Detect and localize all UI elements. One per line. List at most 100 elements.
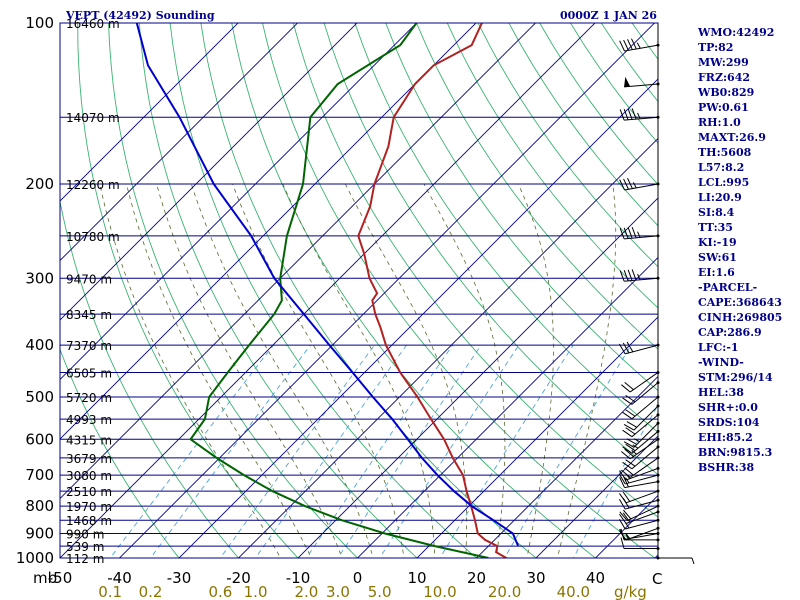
index-panel: WMO:42492 TP:82 MW:299 FRZ:642 WB0:829 PW:0.6…	[697, 26, 782, 474]
wind-barb-shaft	[629, 457, 659, 478]
wind-barb-full	[621, 469, 631, 478]
height-label: 12260 m	[66, 178, 120, 192]
temperature-tick-label: 20	[467, 569, 486, 587]
wind-barb-full	[619, 477, 625, 488]
height-label: 1970 m	[66, 500, 112, 514]
wind-barb-point	[656, 43, 660, 47]
wind-barb-full	[622, 512, 631, 523]
mixing-ratio-label: 20.0	[488, 583, 521, 600]
wind-barb-half	[691, 557, 695, 565]
wind-barb-shaft	[625, 499, 659, 510]
moist-adiabat	[518, 183, 554, 558]
moist-adiabat	[191, 183, 374, 558]
pressure-tick-label: 200	[25, 175, 54, 193]
isotherm	[356, 256, 658, 558]
temperature-tick-label: -10	[286, 569, 311, 587]
wind-barb-full	[627, 227, 633, 239]
mixing-ratio-line	[219, 344, 375, 558]
mixing-ratio-label: 40.0	[557, 583, 590, 600]
index-entry: CINH:269805	[698, 311, 782, 324]
index-entry: TP:82	[698, 41, 733, 54]
index-entry: MAXT:26.9	[698, 131, 766, 144]
wind-barb	[622, 381, 660, 405]
dry-adiabat	[169, 23, 478, 558]
wind-barb-full	[627, 39, 633, 50]
index-entry: CAP:286.9	[698, 326, 762, 339]
wind-barb-shaft	[626, 505, 659, 521]
moist-adiabat	[556, 184, 617, 558]
wind-barb-full	[619, 513, 627, 524]
wind-barb-point	[656, 504, 660, 508]
wind-barb	[623, 421, 660, 448]
wind-barb-point	[656, 456, 660, 460]
wind-barb-point	[656, 234, 660, 238]
wind-barb-full	[622, 411, 633, 420]
wind-barb-shaft	[624, 235, 659, 240]
wind-barb-point	[656, 532, 660, 536]
wind-barb	[619, 178, 660, 191]
mixing-ratio-line	[305, 344, 454, 558]
dry-adiabat	[323, 23, 658, 475]
wind-barb-full	[631, 269, 637, 281]
mixing-ratio-line	[379, 344, 520, 558]
index-entry: WMO:42492	[697, 26, 774, 39]
wind-barb-shaft	[631, 414, 659, 438]
wind-barb	[619, 510, 660, 524]
mixing-ratio-label: 0.2	[139, 583, 163, 600]
wind-barb	[618, 341, 660, 355]
wind-barb-shaft	[625, 490, 659, 504]
wind-barb-full	[625, 443, 636, 452]
temperature-tick-label: 30	[526, 569, 545, 587]
wind-barb-shaft	[624, 277, 659, 282]
index-entry: BSHR:38	[698, 461, 754, 474]
wind-barb-half	[631, 450, 637, 455]
wind-barb-shaft	[625, 519, 659, 530]
wind-barb-full	[622, 397, 633, 405]
wind-barb-full	[626, 341, 634, 353]
wind-barb-point	[656, 429, 660, 433]
parcel-line	[135, 23, 520, 547]
wind-barb-full	[631, 226, 637, 238]
wind-barb-point	[656, 466, 660, 470]
wind-barb-full	[624, 467, 634, 476]
wind-barb-full	[622, 429, 633, 438]
height-label: 4315 m	[66, 433, 112, 447]
wind-barb-full	[623, 108, 629, 120]
wind-barb-shaft	[624, 83, 659, 88]
wind-barb-point	[656, 404, 660, 408]
index-entry: TT:35	[698, 221, 733, 234]
wind-barb-point	[656, 115, 660, 119]
isotherm	[60, 23, 477, 440]
index-entry: CAPE:368643	[698, 296, 782, 309]
mixing-ratio-label: 10.0	[423, 583, 456, 600]
wind-barb-shaft	[625, 511, 659, 524]
wind-barb	[622, 429, 660, 454]
index-entry: HEL:38	[698, 386, 744, 399]
wind-barb-point	[656, 82, 660, 86]
wind-barb-point	[656, 498, 660, 502]
temperature-line	[357, 23, 507, 558]
height-label: 10780 m	[66, 230, 120, 244]
wind-barb-point	[656, 526, 660, 530]
wind-barb-full	[619, 270, 625, 282]
wind-barb-point	[656, 473, 660, 477]
wind-barb-shaft	[624, 116, 659, 121]
wind-barb-full	[622, 446, 633, 454]
mixing-ratio-line	[504, 344, 632, 558]
wind-barb-shaft	[629, 438, 659, 460]
pressure-tick-label: 600	[25, 430, 54, 448]
wind-barb-shaft	[631, 396, 659, 420]
wind-barb-half	[636, 42, 641, 49]
dry-adiabat	[477, 23, 658, 268]
isotherm	[178, 78, 658, 558]
height-label: 2510 m	[66, 485, 112, 499]
mixing-ratio-line	[439, 344, 574, 558]
mixing-ratio-label: 3.0	[326, 583, 350, 600]
dry-adiabat	[354, 23, 658, 433]
temperature-tick-label: -30	[167, 569, 192, 587]
isotherm	[60, 23, 418, 381]
pressure-tick-label: 1000	[16, 549, 54, 567]
wind-barb-full	[627, 108, 633, 120]
index-entry: SW:61	[698, 251, 737, 264]
